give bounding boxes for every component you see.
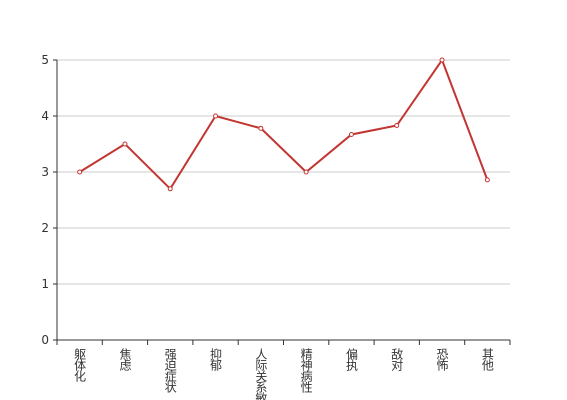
y-tick-label: 5 xyxy=(41,53,49,67)
x-tick-label: 抑郁 xyxy=(209,347,223,372)
x-tick-label: 焦虑 xyxy=(118,348,132,371)
point xyxy=(439,57,445,63)
point xyxy=(258,125,264,131)
x-tick-label: 敌对 xyxy=(390,347,404,371)
point xyxy=(77,169,83,175)
y-tick-label: 3 xyxy=(41,165,49,179)
y-tick-label: 0 xyxy=(41,333,49,347)
x-tick-label: 人际关系敏感 xyxy=(254,348,268,400)
x-tick-label: 偏执 xyxy=(344,347,358,372)
x-tick-label: 精神病性 xyxy=(299,348,313,394)
line xyxy=(79,57,489,191)
point xyxy=(348,131,354,137)
x-tick-label: 恐怖 xyxy=(435,348,449,371)
y-tick-label: 2 xyxy=(41,221,49,235)
point xyxy=(394,123,400,129)
x-tick-label: 躯体化 xyxy=(73,347,87,383)
point xyxy=(167,186,173,192)
x-tick-label: 强迫症状 xyxy=(163,348,177,393)
point xyxy=(303,169,309,175)
x-tick-label: 其他 xyxy=(480,348,494,371)
y-tick-label: 1 xyxy=(41,277,49,291)
point xyxy=(213,113,219,119)
y-tick-label: 4 xyxy=(41,109,49,123)
point xyxy=(122,141,128,147)
point xyxy=(484,177,490,183)
